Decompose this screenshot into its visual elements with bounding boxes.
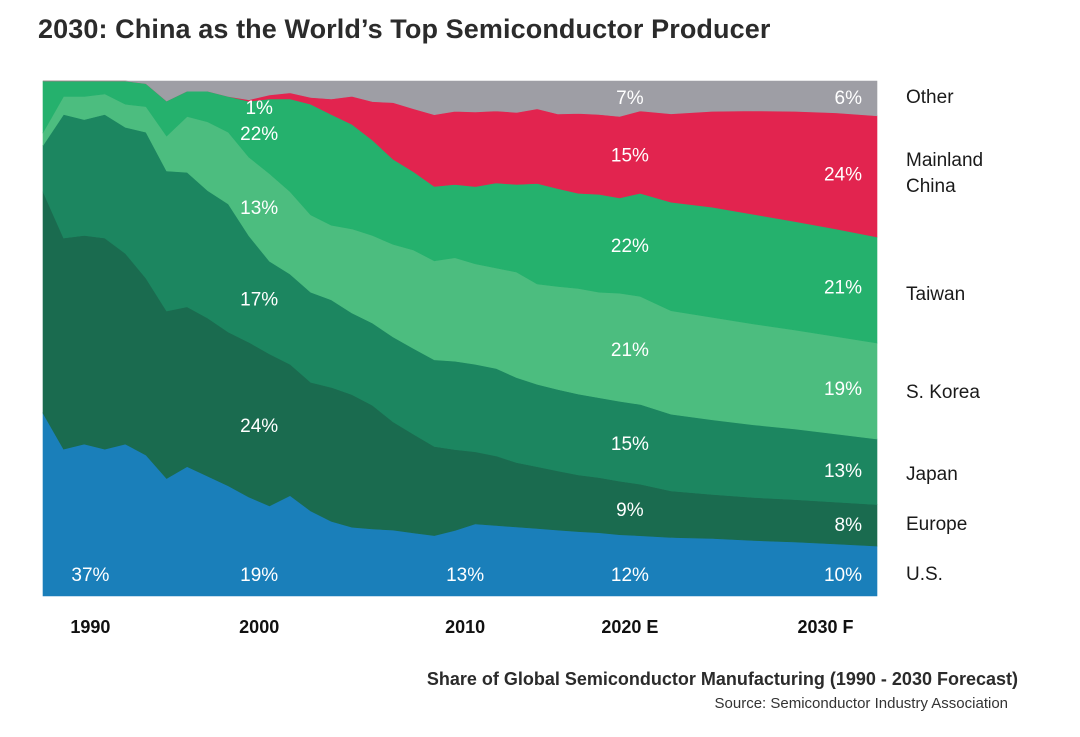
data-label-s-korea: 21% (611, 340, 649, 361)
legend-japan: Japan (906, 464, 958, 485)
chart-caption: Share of Global Semiconductor Manufactur… (426, 669, 1018, 689)
x-tick-label: 2010 (445, 617, 485, 637)
area-layers (42, 80, 878, 597)
data-label-mainland-china: 15% (611, 146, 649, 167)
legend-europe: Europe (906, 514, 967, 535)
data-label-europe: 24% (240, 416, 278, 437)
data-label-mainland-china: 1% (245, 98, 273, 119)
data-label-japan: 17% (240, 289, 278, 310)
chart-title: 2030: China as the World’s Top Semicondu… (38, 14, 771, 44)
data-label-s-korea: 13% (240, 198, 278, 219)
data-label-other: 7% (616, 88, 644, 109)
data-label-taiwan: 22% (611, 236, 649, 257)
x-tick-label: 2030 F (797, 617, 853, 637)
x-axis-ticks: 1990 2000 2010 2020 E 2030 F (70, 617, 853, 637)
data-label-u-s: 37% (71, 565, 109, 586)
legend: Other Mainland China Taiwan S. Korea Japan Eur… (906, 87, 983, 585)
data-labels: 37% 19% 13% 12% 10% 24% 9% 8% 17% 15% 13% 13% 21% 19%… (71, 88, 862, 586)
data-label-mainland-china: 24% (824, 165, 862, 186)
x-tick-label: 1990 (70, 617, 110, 637)
area-other (43, 80, 878, 117)
data-label-japan: 13% (824, 461, 862, 482)
data-label-u-s: 10% (824, 565, 862, 586)
data-label-s-korea: 19% (824, 379, 862, 400)
data-label-other: 6% (835, 88, 863, 109)
chart-source: Source: Semiconductor Industry Associati… (714, 695, 1008, 712)
data-label-europe: 8% (835, 515, 863, 536)
data-label-japan: 15% (611, 434, 649, 455)
data-label-u-s: 13% (446, 565, 484, 586)
legend-taiwan: Taiwan (906, 284, 965, 305)
data-label-u-s: 12% (611, 565, 649, 586)
data-label-taiwan: 21% (824, 277, 862, 298)
data-label-taiwan: 22% (240, 124, 278, 145)
x-tick-label: 2020 E (601, 617, 658, 637)
x-tick-label: 2000 (239, 617, 279, 637)
legend-other: Other (906, 87, 954, 108)
legend-u-s: U.S. (906, 564, 943, 585)
data-label-europe: 9% (616, 500, 644, 521)
legend-s-korea: S. Korea (906, 382, 980, 403)
legend-mainland-china: Mainland China (906, 150, 983, 197)
data-label-u-s: 19% (240, 565, 278, 586)
